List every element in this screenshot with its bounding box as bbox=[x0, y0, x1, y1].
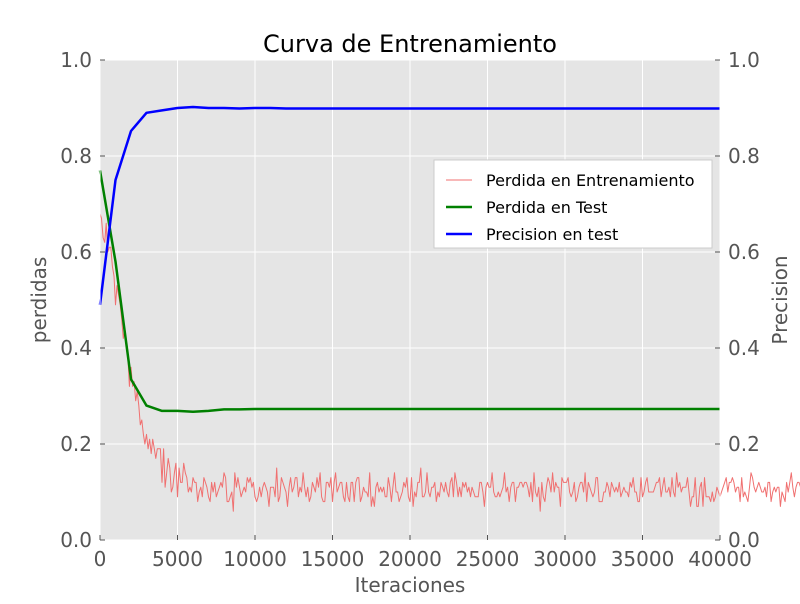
x-tick-label: 35000 bbox=[611, 547, 675, 571]
legend-label: Perdida en Entrenamiento bbox=[486, 171, 695, 190]
y-axis-left-title: perdidas bbox=[27, 257, 51, 344]
series-line-1 bbox=[98, 170, 720, 414]
x-tick-label: 15000 bbox=[301, 547, 365, 571]
y-right-tick-label: 0.8 bbox=[728, 144, 760, 168]
series-lines bbox=[98, 105, 800, 512]
x-tick-label: 30000 bbox=[533, 547, 597, 571]
y-left-tick-label: 0.4 bbox=[60, 336, 92, 360]
legend: Perdida en Entrenamiento Perdida en Test P… bbox=[433, 159, 713, 249]
y-left-tick-label: 1.0 bbox=[60, 48, 92, 72]
y-right-tick-label: 0.2 bbox=[728, 432, 760, 456]
series-line-2 bbox=[98, 105, 720, 305]
x-tick-label: 40000 bbox=[688, 547, 752, 571]
y-right-tick-label: 0.6 bbox=[728, 240, 760, 264]
chart-title: Curva de Entrenamiento bbox=[263, 30, 557, 58]
x-tick-label: 0 bbox=[94, 547, 107, 571]
y-right-tick-label: 0.4 bbox=[728, 336, 760, 360]
x-tick-label: 20000 bbox=[378, 547, 442, 571]
legend-label: Precision en test bbox=[486, 225, 618, 244]
x-axis-title: Iteraciones bbox=[355, 573, 466, 597]
y-left-tick-label: 0.6 bbox=[60, 240, 92, 264]
series-line-0 bbox=[99, 213, 800, 512]
legend-label: Perdida en Test bbox=[486, 198, 607, 217]
axis-ticks: 0 5000 10000 15000 20000 25000 30000 35000 40000… bbox=[60, 48, 760, 571]
y-right-tick-label: 0.0 bbox=[728, 528, 760, 552]
y-axis-right-title: Precision bbox=[768, 255, 792, 344]
y-left-tick-label: 0.2 bbox=[60, 432, 92, 456]
y-right-tick-label: 1.0 bbox=[728, 48, 760, 72]
x-tick-label: 10000 bbox=[223, 547, 287, 571]
y-left-tick-label: 0.8 bbox=[60, 144, 92, 168]
x-tick-label: 25000 bbox=[456, 547, 520, 571]
legend-box bbox=[433, 159, 713, 249]
x-tick-label: 5000 bbox=[152, 547, 203, 571]
y-left-tick-label: 0.0 bbox=[60, 528, 92, 552]
